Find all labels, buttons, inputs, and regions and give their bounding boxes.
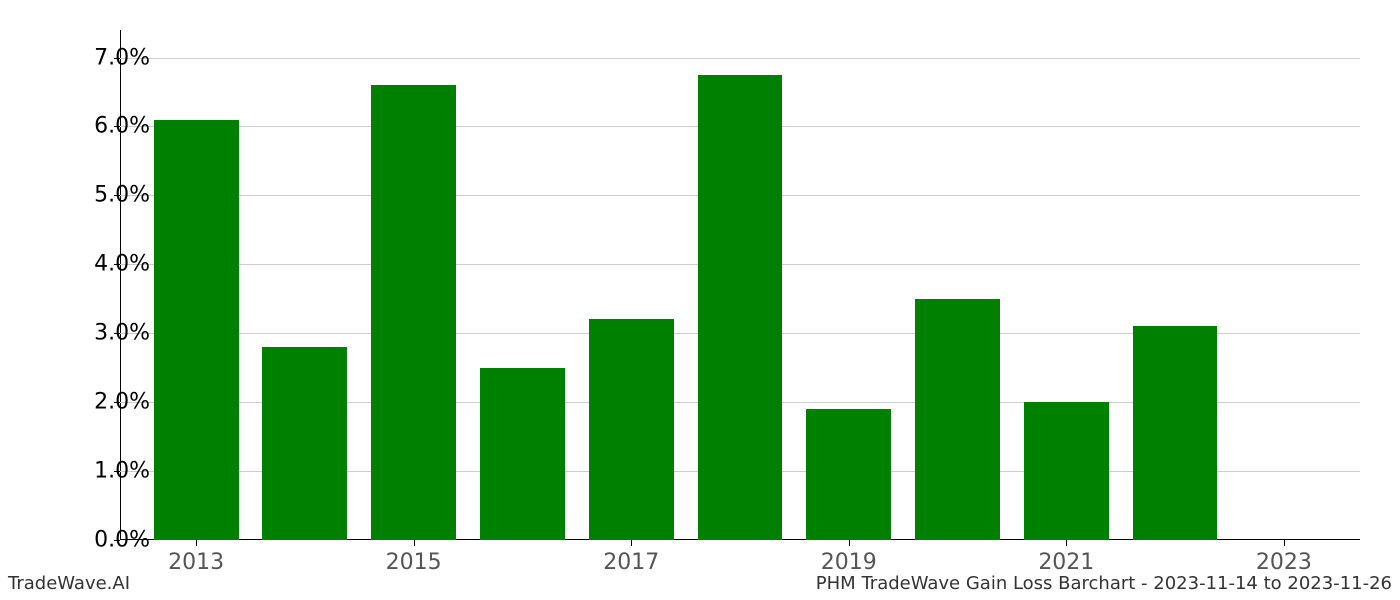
bar-2013 (154, 120, 239, 540)
y-tick-label: 0.0% (50, 528, 150, 553)
bar-2016 (480, 368, 565, 540)
y-tick-label: 3.0% (50, 321, 150, 346)
bar-2014 (262, 347, 347, 540)
x-tick-label: 2019 (821, 550, 877, 575)
bar-2018 (698, 75, 783, 540)
x-tick-mark (196, 540, 197, 546)
chart-plot-area: 201320152017201920212023 (120, 30, 1360, 540)
bar-2020 (915, 299, 1000, 540)
y-tick-label: 2.0% (50, 390, 150, 415)
x-tick-label: 2023 (1256, 550, 1312, 575)
x-tick-mark (849, 540, 850, 546)
y-tick-label: 6.0% (50, 114, 150, 139)
x-tick-label: 2021 (1038, 550, 1094, 575)
footer-right-text: PHM TradeWave Gain Loss Barchart - 2023-… (816, 573, 1392, 594)
y-tick-label: 5.0% (50, 183, 150, 208)
x-tick-mark (1284, 540, 1285, 546)
x-tick-mark (414, 540, 415, 546)
x-tick-mark (1066, 540, 1067, 546)
bar-2022 (1133, 326, 1218, 540)
bar-2015 (371, 85, 456, 540)
x-tick-label: 2017 (603, 550, 659, 575)
bar-2019 (806, 409, 891, 540)
x-tick-mark (631, 540, 632, 546)
bar-2017 (589, 319, 674, 540)
gridline (120, 58, 1360, 59)
y-tick-label: 4.0% (50, 252, 150, 277)
bar-2021 (1024, 402, 1109, 540)
x-tick-label: 2013 (168, 550, 224, 575)
x-tick-label: 2015 (386, 550, 442, 575)
footer-left-text: TradeWave.AI (8, 573, 130, 594)
y-tick-label: 1.0% (50, 459, 150, 484)
y-tick-label: 7.0% (50, 45, 150, 70)
